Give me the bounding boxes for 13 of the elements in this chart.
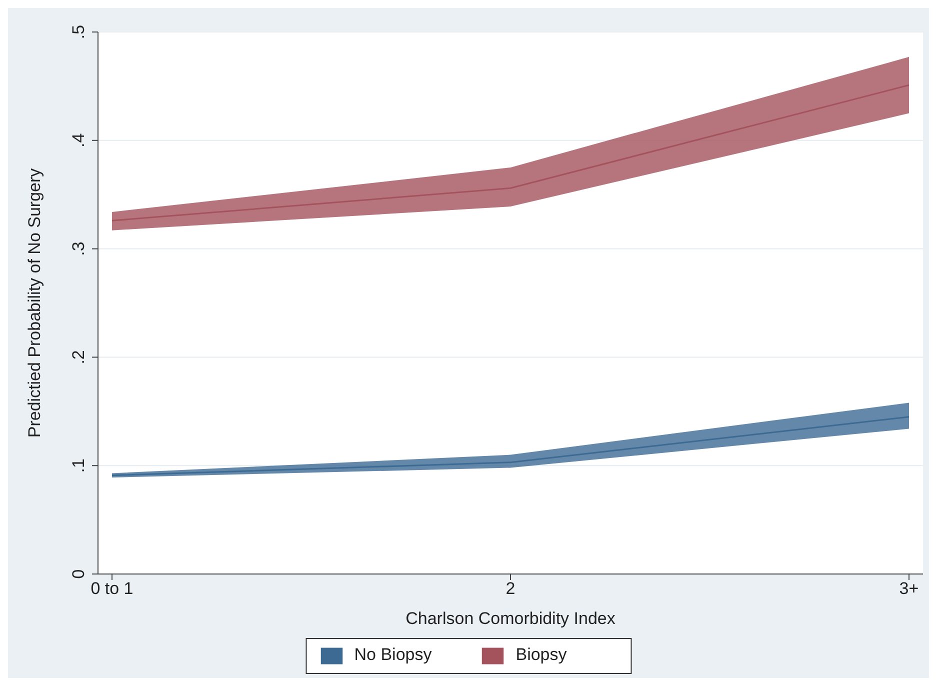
x-axis-title: Charlson Comorbidity Index — [406, 609, 616, 628]
y-tick-label: .4 — [69, 133, 88, 148]
y-tick-label: .5 — [69, 24, 88, 40]
y-tick-label: 0 — [69, 569, 88, 579]
y-axis-title: Predictied Probability of No Surgery — [25, 168, 44, 438]
x-tick-label: 0 to 1 — [90, 579, 134, 598]
y-tick-label: .2 — [69, 350, 88, 364]
y-tick-label: .1 — [69, 458, 88, 473]
legend-label: Biopsy — [516, 645, 567, 664]
x-tick-label: 3+ — [899, 579, 919, 598]
legend-label: No Biopsy — [354, 645, 432, 664]
x-tick-label: 2 — [506, 579, 516, 598]
y-tick-label: .3 — [69, 242, 88, 256]
